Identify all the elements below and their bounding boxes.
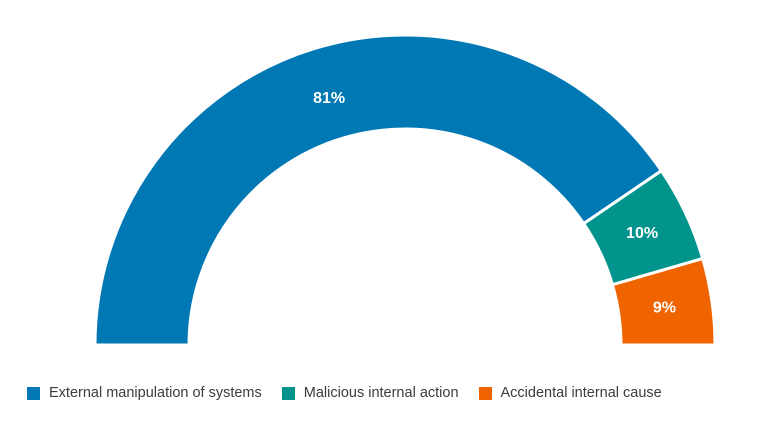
slice-accidental xyxy=(610,256,717,347)
chart-slices xyxy=(93,33,717,347)
legend-label-malicious: Malicious internal action xyxy=(303,385,459,401)
legend-label-accidental: Accidental internal cause xyxy=(500,385,662,401)
data-label-malicious: 10% xyxy=(626,225,658,242)
legend-label-external: External manipulation of systems xyxy=(49,385,262,401)
legend-swatch-external xyxy=(27,386,40,400)
legend-swatch-accidental xyxy=(478,386,492,400)
legend-swatch-malicious xyxy=(281,386,295,400)
data-label-accidental: 9% xyxy=(653,300,676,317)
chart-legend: External manipulation of systems Malicio… xyxy=(27,385,682,401)
slice-external xyxy=(93,33,664,347)
half-donut-chart: 81% 10% 9% xyxy=(93,33,717,347)
data-label-external: 81% xyxy=(313,90,345,107)
chart-data-labels: 81% 10% 9% xyxy=(313,90,676,317)
legend-item-malicious: Malicious internal action xyxy=(281,385,459,401)
legend-item-external: External manipulation of systems xyxy=(27,385,262,401)
legend-item-accidental: Accidental internal cause xyxy=(478,385,662,401)
